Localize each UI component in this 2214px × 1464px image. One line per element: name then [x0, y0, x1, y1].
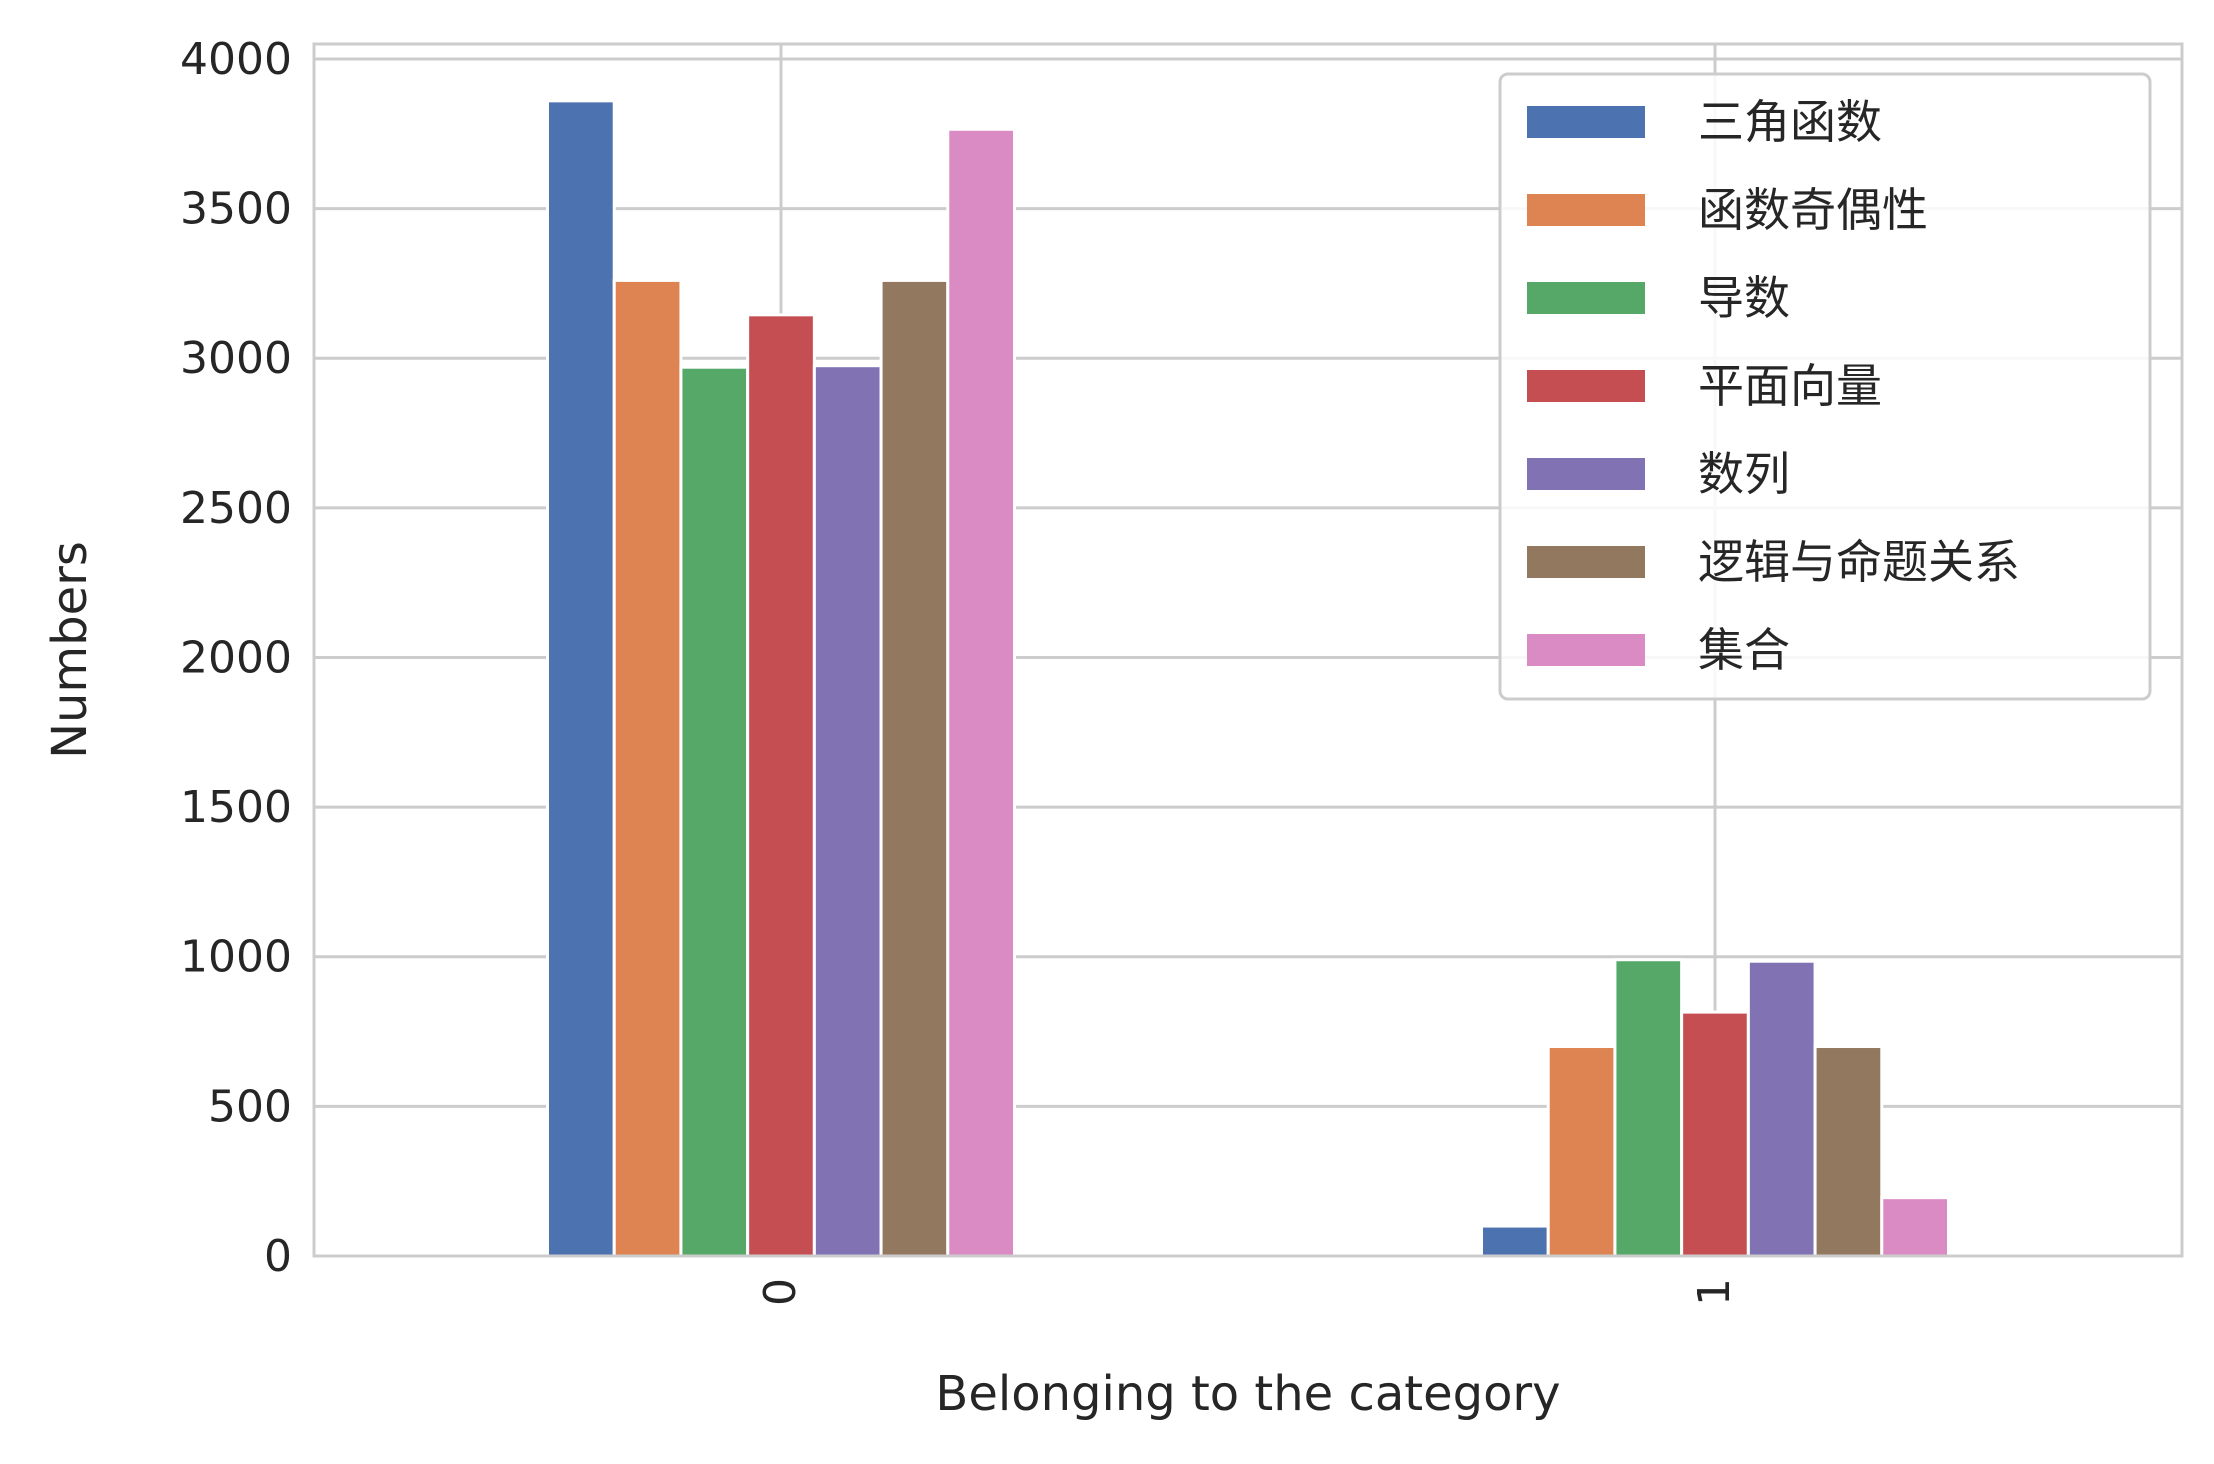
y-tick-label-3: 1500 [180, 782, 292, 833]
legend-swatch-6 [1527, 634, 1645, 666]
y-tick-label-2: 1000 [180, 932, 292, 983]
y-axis-label: Numbers [42, 541, 98, 759]
y-tick-label-5: 2500 [180, 483, 292, 534]
plot-frame [312, 42, 2184, 1258]
legend-swatch-4 [1527, 458, 1645, 490]
x-tick-label-0: 0 [755, 1278, 806, 1306]
y-tick-label-4: 2000 [180, 632, 292, 683]
y-tick-label-8: 4000 [180, 34, 292, 85]
legend-swatch-1 [1527, 194, 1645, 226]
legend-swatch-3 [1527, 370, 1645, 402]
bar-series-5-category-0 [879, 278, 950, 1258]
legend-label-6: 集合 [1698, 623, 1790, 677]
x-tick-label-1: 1 [1689, 1278, 1740, 1306]
bar-series-6-category-1 [1880, 1196, 1951, 1258]
bar-series-1-category-1 [1546, 1045, 1617, 1258]
bar-series-2-category-1 [1613, 958, 1684, 1258]
bar-series-1-category-0 [612, 278, 683, 1258]
bar-series-3-category-0 [746, 313, 816, 1258]
bar-series-3-category-1 [1680, 1010, 1750, 1258]
y-tick-label-6: 3000 [180, 333, 292, 384]
legend-swatch-2 [1527, 282, 1645, 314]
bar-series-4-category-1 [1746, 959, 1817, 1258]
legend-swatch-0 [1527, 106, 1645, 138]
bar-series-5-category-1 [1813, 1045, 1884, 1258]
bar-series-2-category-0 [679, 365, 750, 1258]
bar-series-0-category-0 [546, 99, 616, 1258]
y-tick-labels: 0 500 1000 1500 2000 2500 3000 3500 4000 [180, 34, 292, 1282]
bar-series-4-category-0 [812, 364, 883, 1258]
y-tick-label-1: 500 [208, 1081, 292, 1132]
x-axis-label: Belonging to the category [935, 1366, 1560, 1422]
y-tick-label-0: 0 [264, 1231, 292, 1282]
legend-box [1498, 72, 2152, 701]
legend-swatch-5 [1527, 546, 1645, 578]
legend-label-0: 三角函数 [1698, 95, 1882, 149]
legend-label-4: 数列 [1698, 447, 1790, 501]
bar-series-6-category-0 [946, 127, 1016, 1258]
bar-series-0-category-1 [1480, 1224, 1550, 1258]
bars [546, 99, 1951, 1258]
legend-label-3: 平面向量 [1698, 359, 1882, 413]
legend-label-1: 函数奇偶性 [1698, 183, 1928, 237]
legend-label-2: 导数 [1698, 271, 1790, 325]
y-tick-label-7: 3500 [180, 184, 292, 235]
legend-label-5: 逻辑与命题关系 [1698, 535, 2020, 589]
